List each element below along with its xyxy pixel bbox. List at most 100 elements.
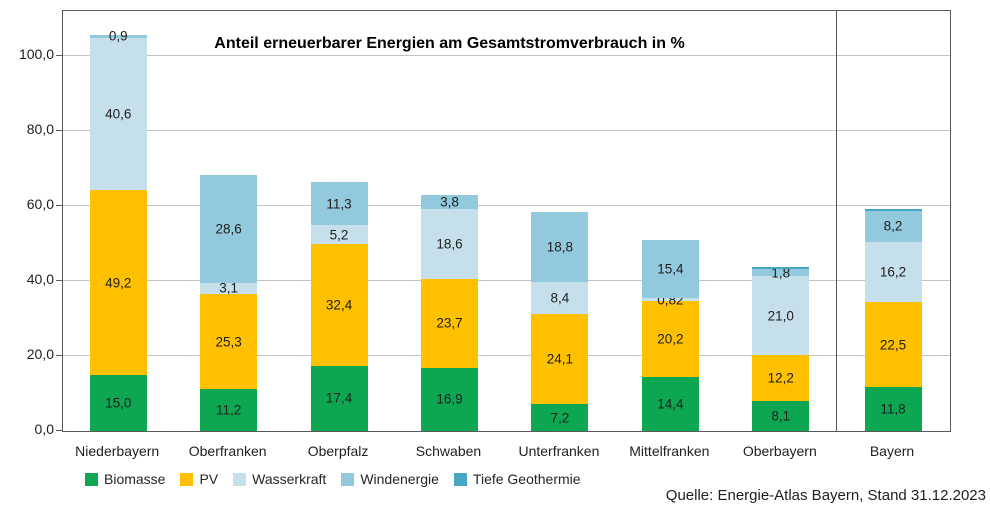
- y-tick-label: 60,0: [26, 196, 54, 212]
- x-axis-label-bayern: Bayern: [869, 443, 915, 459]
- bar-segment-pv: 25,3: [200, 294, 258, 389]
- legend-label: Wasserkraft: [252, 471, 327, 487]
- bar-segment-wasserkraft: 16,2: [864, 241, 922, 303]
- legend-item-tiefe-geothermie: Tiefe Geothermie: [453, 471, 581, 487]
- bar-segment-wasserkraft: 8,4: [531, 282, 589, 314]
- y-tick-label: 20,0: [26, 346, 54, 362]
- bar-value-label: 20,2: [657, 331, 684, 347]
- bar-segment-windenergie: 1,8: [752, 265, 810, 280]
- legend: Biomasse PV Wasserkraft Windenergie Tiefe Ge…: [85, 471, 581, 487]
- bar-segment-wasserkraft: 5,2: [310, 224, 368, 245]
- bar-value-label: 23,7: [436, 315, 463, 331]
- y-axis-tick: [56, 130, 62, 131]
- bar-segment-biomasse: 16,9: [421, 367, 478, 431]
- bar-segment-tiefe-geothermie: [864, 209, 922, 211]
- bar-value-label: 8,4: [550, 290, 570, 306]
- bar-value-label: 8,2: [883, 218, 903, 234]
- bar-value-label: 18,6: [436, 236, 463, 252]
- gridline: [63, 280, 950, 281]
- bar-value-label: 18,8: [546, 239, 574, 255]
- bar-value-label: 28,6: [215, 221, 242, 237]
- bar-segment-windenergie: 15,4: [641, 240, 699, 299]
- bar-segment-pv: 23,7: [421, 278, 478, 368]
- y-axis-tick: [56, 55, 62, 56]
- legend-label: Biomasse: [104, 471, 166, 487]
- bar-value-label: 3,1: [219, 280, 239, 296]
- bar-value-label: 16,9: [436, 391, 463, 407]
- bar-value-label: 22,5: [879, 337, 907, 353]
- source-note: Quelle: Energie-Atlas Bayern, Stand 31.1…: [665, 487, 986, 504]
- y-tick-label: 0,0: [34, 421, 54, 437]
- bar-segment-biomasse: 11,8: [864, 386, 922, 431]
- gridline: [63, 130, 950, 131]
- bar-segment-tiefe-geothermie: [752, 266, 810, 270]
- bar-value-label: 32,4: [325, 297, 353, 313]
- bar-value-label: 40,6: [105, 106, 132, 122]
- bar-value-label: 5,2: [329, 227, 349, 242]
- legend-swatch-icon: [233, 472, 247, 486]
- y-axis-tick: [56, 355, 62, 356]
- bayern-separator-line: [836, 11, 837, 431]
- legend-label: PV: [199, 471, 219, 487]
- x-axis-label-oberfranken: Oberfranken: [188, 443, 267, 459]
- bar-segment-wasserkraft: 18,6: [421, 209, 478, 279]
- bar-niederbayern: 15,0 49,2 40,6 0,9: [89, 29, 147, 431]
- bar-value-label: 3,8: [440, 194, 459, 210]
- bar-value-label: 15,4: [657, 261, 684, 277]
- bar-value-label: 7,2: [550, 410, 570, 425]
- y-tick-label: 100,0: [18, 46, 54, 62]
- x-axis-label-oberpfalz: Oberpfalz: [307, 443, 369, 459]
- bar-segment-biomasse: 17,4: [310, 365, 368, 431]
- legend-label: Windenergie: [360, 471, 439, 487]
- bar-value-label: 21,0: [767, 308, 794, 323]
- bar-schwaben: 16,9 23,7 18,6 3,8: [421, 194, 478, 431]
- bar-value-label: 24,1: [546, 351, 574, 367]
- y-axis-tick: [56, 430, 62, 431]
- y-tick-label: 40,0: [26, 271, 54, 287]
- bar-segment-wasserkraft: 21,0: [752, 276, 810, 355]
- bar-segment-wasserkraft: 40,6: [89, 38, 147, 191]
- bar-segment-windenergie: 8,2: [864, 210, 922, 242]
- legend-swatch-icon: [180, 472, 194, 486]
- plot-area: Anteil erneuerbarer Energien am Gesamtst…: [56, 10, 951, 432]
- bar-value-label: 8,1: [771, 408, 791, 424]
- bar-segment-windenergie: 18,8: [531, 211, 589, 283]
- bar-mittelfranken: 14,4 20,2 0,82 15,4: [641, 240, 699, 431]
- legend-item-windenergie: Windenergie: [341, 471, 439, 487]
- bar-value-label: 11,8: [880, 401, 906, 417]
- bar-value-label: 25,3: [215, 334, 242, 350]
- bar-oberbayern: 8,1 12,2 21,0 1,8: [752, 265, 810, 431]
- bar-segment-pv: 20,2: [641, 301, 699, 377]
- legend-item-wasserkraft: Wasserkraft: [233, 471, 326, 487]
- bar-segment-biomasse: 11,2: [200, 389, 258, 431]
- bar-value-label: 14,4: [657, 396, 684, 412]
- bar-segment-windenergie: 0,9: [89, 29, 147, 44]
- y-axis-tick: [56, 280, 62, 281]
- bar-segment-windenergie: 28,6: [200, 175, 258, 283]
- gridline: [63, 55, 950, 56]
- bar-unterfranken: 7,2 24,1 8,4 18,8: [531, 211, 589, 431]
- legend-item-biomasse: Biomasse: [85, 471, 165, 487]
- gridline: [63, 355, 950, 356]
- bar-value-label: 16,2: [879, 264, 907, 280]
- bar-oberfranken: 11,2 25,3 3,1 28,6: [200, 175, 258, 431]
- gridline: [63, 205, 950, 206]
- bar-segment-biomasse: 14,4: [641, 377, 699, 431]
- bar-value-label: 12,2: [767, 370, 794, 386]
- bar-bayern: 11,8 22,5 16,2 8,2: [864, 209, 922, 431]
- y-tick-label: 80,0: [26, 121, 54, 137]
- bar-segment-windenergie: 11,3: [310, 182, 368, 225]
- bar-value-label: 49,2: [105, 275, 132, 290]
- bar-segment-biomasse: 7,2: [531, 404, 589, 431]
- bar-oberpfalz: 17,4 32,4 5,2 11,3: [310, 182, 368, 431]
- x-axis-label-mittelfranken: Mittelfranken: [629, 443, 710, 459]
- y-axis-tick: [56, 205, 62, 206]
- bar-segment-biomasse: 15,0: [89, 374, 147, 431]
- bar-value-label: 11,3: [326, 196, 352, 212]
- legend-swatch-icon: [85, 472, 98, 486]
- x-axis-label-niederbayern: Niederbayern: [75, 443, 160, 459]
- bar-segment-pv: 32,4: [310, 244, 368, 366]
- chart-title: Anteil erneuerbarer Energien am Gesamtst…: [214, 35, 685, 52]
- bar-segment-pv: 24,1: [531, 313, 589, 404]
